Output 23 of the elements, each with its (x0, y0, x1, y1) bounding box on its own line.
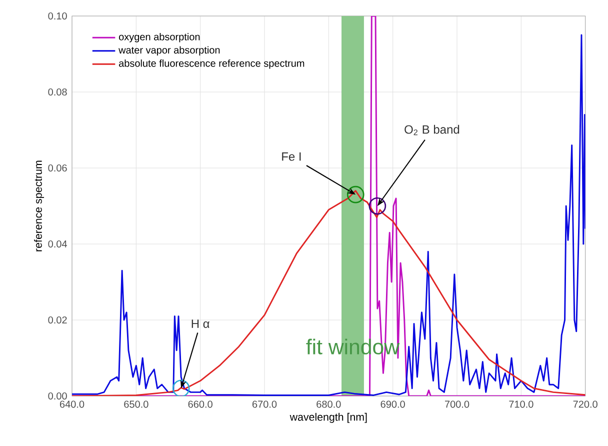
annotation: H α (192, 320, 210, 328)
legend-label: absolute fluorescence reference spectrum (118, 59, 304, 69)
y-tick-label: 0.04 (48, 240, 67, 248)
x-tick-label: 700.0 (445, 400, 470, 408)
x-tick-label: 720.0 (573, 400, 598, 408)
x-tick-label: 690.0 (380, 400, 405, 408)
y-tick-label: 0.10 (48, 12, 67, 20)
y-tick-label: 0.02 (48, 316, 67, 324)
legend-label: oxygen absorption (118, 33, 200, 42)
legend-label: water vapor absorption (118, 46, 220, 56)
annotation: O$_{2}$ B band (404, 124, 460, 136)
x-tick-label: 650.0 (124, 400, 148, 408)
y-tick-label: 0.08 (48, 88, 67, 96)
y-axis-title: reference spectrum (34, 160, 44, 252)
x-tick-label: 660.0 (188, 400, 212, 408)
x-tick-label: 680.0 (316, 400, 341, 408)
x-tick-label: 670.0 (252, 400, 277, 408)
x-tick-label: 710.0 (509, 400, 534, 408)
y-tick-label: 0.06 (48, 164, 67, 172)
annotation: Fe I (282, 152, 301, 161)
x-tick-label: 640.0 (60, 400, 84, 408)
x-axis-title: wavelength [nm] (290, 412, 367, 423)
y-tick-label: 0.00 (48, 392, 67, 400)
